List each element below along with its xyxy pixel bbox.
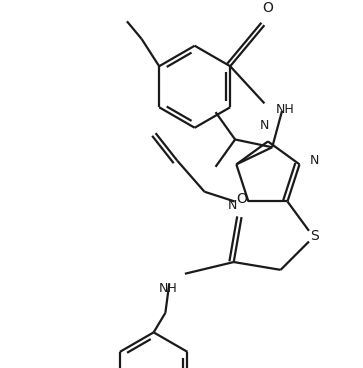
Text: NH: NH: [276, 103, 295, 116]
Text: N: N: [309, 154, 319, 167]
Text: NH: NH: [158, 282, 177, 294]
Text: N: N: [227, 199, 237, 212]
Text: O: O: [262, 1, 273, 15]
Text: N: N: [259, 118, 269, 132]
Text: S: S: [310, 229, 319, 243]
Text: O: O: [236, 192, 247, 206]
